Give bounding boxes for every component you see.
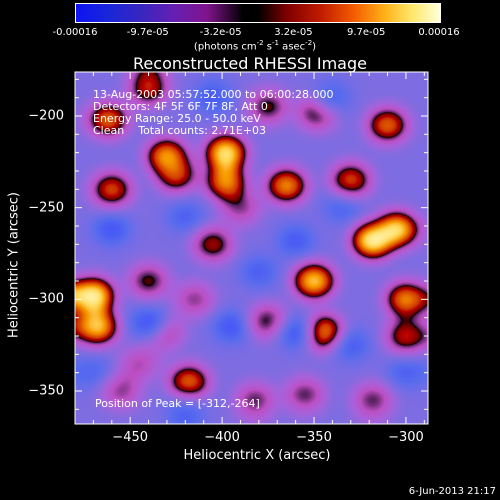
colorbar-tick-label: -3.2e-05 — [199, 27, 242, 38]
heatmap-hot-blob — [295, 266, 334, 296]
heatmap-hot-blob — [249, 91, 288, 122]
heatmap-cold-blob — [212, 311, 251, 342]
colorbar-tick-label: -9.7e-05 — [126, 27, 169, 38]
heatmap-hot-blob — [129, 73, 168, 104]
heatmap-hot-blob — [331, 165, 370, 196]
colorbar-tick-label: -0.00016 — [52, 27, 98, 38]
axis-ticks — [75, 72, 428, 424]
x-tick-label: −450 — [112, 430, 149, 445]
heatmap-hot-blob — [129, 266, 168, 296]
heatmap-hot-blob — [386, 284, 425, 315]
info-clean: Clean — [93, 124, 125, 137]
heatmap-hot-blob — [92, 174, 131, 205]
heatmap-cold-blob — [129, 308, 168, 339]
heatmap-hot-blob — [78, 311, 117, 342]
chart-title: Reconstructed RHESSI Image — [133, 54, 367, 73]
heatmap-hot-blob — [206, 137, 245, 168]
heatmap-hot-blob — [89, 104, 128, 135]
x-tick-label: −350 — [296, 430, 332, 445]
heatmap-cold-blob — [92, 214, 131, 245]
heatmap-hot-blob — [193, 229, 232, 260]
heatmap-hot-blob — [175, 284, 214, 315]
timestamp: 6-Jun-2013 21:17 — [408, 486, 496, 497]
heatmap-cold-blob — [166, 201, 205, 232]
heatmap-hot-blob — [353, 385, 392, 416]
heatmap-hot-blob — [120, 348, 159, 379]
heatmap-hot-blob — [169, 366, 208, 397]
y-tick-label: −350 — [28, 383, 64, 399]
heatmap-hot-blob — [368, 110, 407, 141]
heatmap-hot-blob — [75, 280, 113, 311]
peak-position-label: Position of Peak = [-312,-264] — [95, 397, 260, 410]
heatmap-hot-blob — [157, 159, 196, 190]
heatmap-hot-blob — [386, 321, 425, 351]
y-tick-label: −250 — [28, 200, 64, 216]
colorbar-tick-label: 9.7e-05 — [346, 27, 386, 38]
colorbar-tick-label: 3.2e-05 — [274, 27, 313, 38]
info-clean-line: Clean Total counts: 2.71E+03 — [93, 124, 266, 137]
info-energy: Energy Range: 25.0 - 50.0 keV — [93, 112, 261, 125]
heatmap-cold-blob — [276, 225, 315, 256]
heatmap-hot-blob — [304, 317, 343, 348]
heatmap-cold-blob — [313, 82, 352, 113]
info-counts: Total counts: 2.71E+03 — [138, 124, 267, 137]
heatmap-cold-blob — [239, 256, 278, 287]
heatmap-hot-blob — [101, 376, 140, 406]
heatmap-cold-blob — [193, 82, 232, 113]
heatmap-hot-blob — [377, 214, 416, 245]
colorbar-units: (photons cm-2 s-1 asec-2) — [193, 39, 317, 53]
heatmap-cold-blob — [331, 330, 370, 361]
heatmap-cold-blob — [386, 357, 425, 388]
heatmap-cold-blob — [276, 317, 315, 348]
plot-frame — [74, 71, 429, 425]
heatmap-cold-blob — [322, 192, 361, 223]
y-tick-label: −300 — [28, 291, 64, 307]
heatmap-cold-blob — [166, 394, 205, 424]
colorbar — [75, 3, 441, 23]
x-tick-label: −300 — [388, 430, 424, 445]
info-detectors: Detectors: 4F 5F 6F 7F 8F, Att 0 — [93, 100, 268, 113]
x-axis-label: Heliocentric X (arcsec) — [183, 448, 331, 463]
heatmap-hot-blob — [267, 170, 306, 201]
heatmap-cold-blob — [75, 357, 113, 388]
heatmap-hot-blob — [236, 385, 275, 416]
colorbar-tick-label: 0.00016 — [418, 27, 460, 38]
x-tick-label: −400 — [204, 430, 240, 445]
y-axis-label: Heliocentric Y (arcsec) — [6, 192, 22, 338]
heatmap-image — [75, 72, 428, 424]
heatmap-hot-blob — [221, 192, 260, 223]
heatmap-hot-blob — [285, 379, 324, 410]
y-tick-label: −200 — [28, 108, 64, 124]
heatmap-hot-blob — [206, 167, 245, 197]
info-time-range: 13-Aug-2003 05:57:52.000 to 06:00:28.000 — [93, 88, 334, 101]
